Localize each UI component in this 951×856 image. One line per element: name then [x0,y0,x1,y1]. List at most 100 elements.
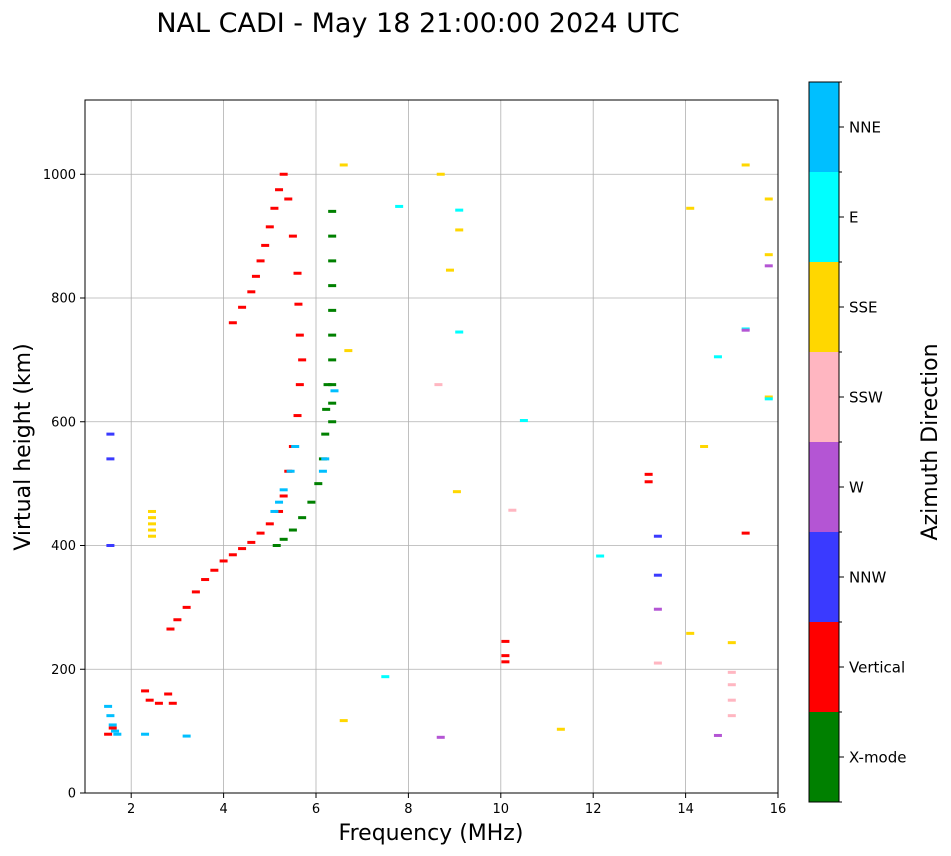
x-tick-label: 2 [127,802,135,817]
echo-point [328,358,337,362]
colorbar-tick-label: Vertical [849,659,905,677]
echo-point [455,330,464,334]
chart-title: NAL CADI - May 18 21:00:00 2024 UTC [156,8,679,39]
echo-point [556,727,565,731]
echo-point [228,321,237,325]
echo-point [501,654,510,658]
echo-point [741,328,750,332]
echo-point [182,605,191,609]
echo-point [147,516,156,520]
echo-point [288,528,297,532]
y-tick-label: 600 [51,415,76,430]
echo-point [270,509,279,513]
echo-point [381,675,390,679]
echo-point [141,732,150,736]
echo-point [164,692,173,696]
echo-point [145,698,154,702]
echo-point [727,714,736,718]
echo-point [228,553,237,557]
echo-point [284,197,293,201]
echo-point [653,573,662,577]
trace [272,383,332,547]
echo-point [653,607,662,611]
echo-point [644,480,653,484]
echo-point [261,243,270,247]
y-tick-label: 800 [51,292,76,307]
colorbar-tick-label: X-mode [849,749,906,767]
trace [147,509,156,538]
echo-point [330,389,339,393]
echo-point [173,618,182,622]
echo-point [275,500,284,504]
echo-point [147,534,156,538]
echo-point [279,488,288,492]
colorbar-frame [808,81,840,803]
trace [228,172,304,337]
echo-point [519,419,528,423]
colorbar-tick-label: E [849,209,858,227]
echo-point [314,482,323,486]
echo-point [104,732,113,736]
y-tick-label: 400 [51,539,76,554]
colorbar-segment [809,712,839,802]
echo-point [201,578,210,582]
echo-point [298,358,307,362]
colorbar-tick-label: NNE [849,119,881,137]
x-tick-label: 6 [312,802,320,817]
echo-point [256,259,265,263]
echo-point [328,383,337,387]
echo-point [265,225,274,229]
colorbar-tick-label: W [849,479,864,497]
echo-point [307,500,316,504]
echo-point [321,457,330,461]
echo-point [166,627,175,631]
echo-point [113,732,122,736]
echo-point [322,407,331,411]
echo-point [445,268,454,272]
echo-point [238,547,247,551]
echo-point [686,206,695,210]
echo-point [764,264,773,268]
colorbar-segment [809,82,839,172]
echo-point [764,397,773,401]
echo-point [713,733,722,737]
echo-point [294,302,303,306]
echo-point [339,719,348,723]
colorbar-segment [809,262,839,352]
echo-point [270,206,279,210]
echo-point [291,445,300,448]
colorbar-segment [809,352,839,442]
echo-point [764,253,773,257]
echo-point [108,726,117,730]
echo-point [298,516,307,520]
y-tick-label: 1000 [43,168,76,183]
echo-point [741,531,750,535]
trace [436,264,773,739]
echo-point [713,355,722,359]
colorbar-tick-label: SSW [849,389,883,407]
echo-point [727,698,736,702]
echo-point [339,163,348,167]
colorbar: X-mode Vertical NNW W SSW SSE E NNE [808,81,906,803]
x-axis-label: Frequency (MHz) [339,821,524,846]
colorbar-segment [809,622,839,712]
plot-frame [84,99,779,794]
echo-point [436,172,445,176]
trace [104,689,177,736]
echo-point [141,689,150,693]
echo-point [210,568,219,572]
echo-point [653,661,662,665]
trace [106,432,662,577]
echo-point [328,333,337,337]
echo-point [279,494,288,498]
trace [501,472,750,664]
echo-point [328,209,337,213]
echo-point [147,528,156,532]
echo-point [147,509,156,513]
colorbar-segment [809,442,839,532]
x-axis-ticks: 2 4 6 8 10 12 14 16 [127,793,786,817]
trace [381,204,773,679]
echo-point [436,735,445,739]
echo-point [344,349,353,353]
x-tick-label: 16 [770,802,787,817]
